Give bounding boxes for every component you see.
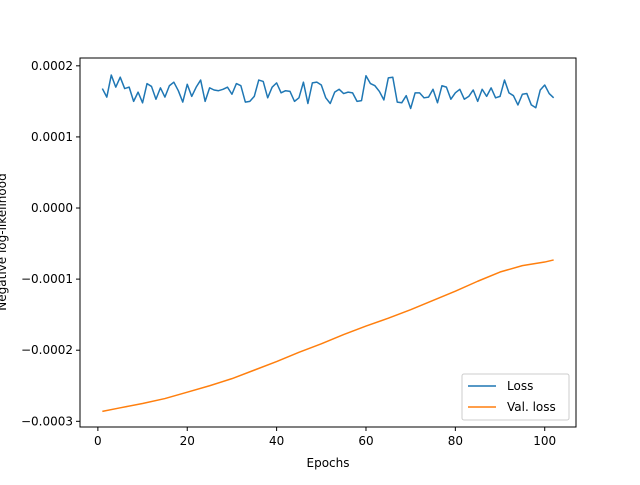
series-line-loss bbox=[101, 74, 555, 110]
y-tick-label: −0.0001 bbox=[21, 272, 73, 286]
legend-label-loss: Loss bbox=[507, 379, 533, 393]
series-line-val-loss bbox=[102, 259, 554, 413]
x-tick-label: 100 bbox=[533, 434, 556, 448]
x-axis-ticks: 0 20 40 60 80 100 bbox=[94, 427, 556, 448]
legend-label-val-loss: Val. loss bbox=[507, 400, 556, 414]
x-tick-label: 80 bbox=[448, 434, 463, 448]
x-tick-label: 0 bbox=[94, 434, 102, 448]
y-tick-label: −0.0002 bbox=[21, 343, 73, 357]
x-axis-label: Epochs bbox=[307, 456, 350, 470]
x-tick-label: 20 bbox=[180, 434, 195, 448]
x-tick-label: 40 bbox=[269, 434, 284, 448]
y-tick-label: 0.0001 bbox=[31, 130, 73, 144]
legend: Loss Val. loss bbox=[461, 373, 570, 421]
y-tick-label: −0.0003 bbox=[21, 414, 73, 428]
y-axis-ticks: −0.0003 −0.0002 −0.0001 0.0000 0.0001 0.0002 bbox=[21, 59, 80, 428]
x-tick-label: 60 bbox=[358, 434, 373, 448]
y-tick-label: 0.0000 bbox=[31, 201, 73, 215]
y-tick-label: 0.0002 bbox=[31, 59, 73, 73]
series-layer bbox=[101, 74, 555, 413]
plot-area-frame bbox=[79, 57, 577, 428]
y-axis-label: Negative log-likelihood bbox=[0, 173, 9, 310]
